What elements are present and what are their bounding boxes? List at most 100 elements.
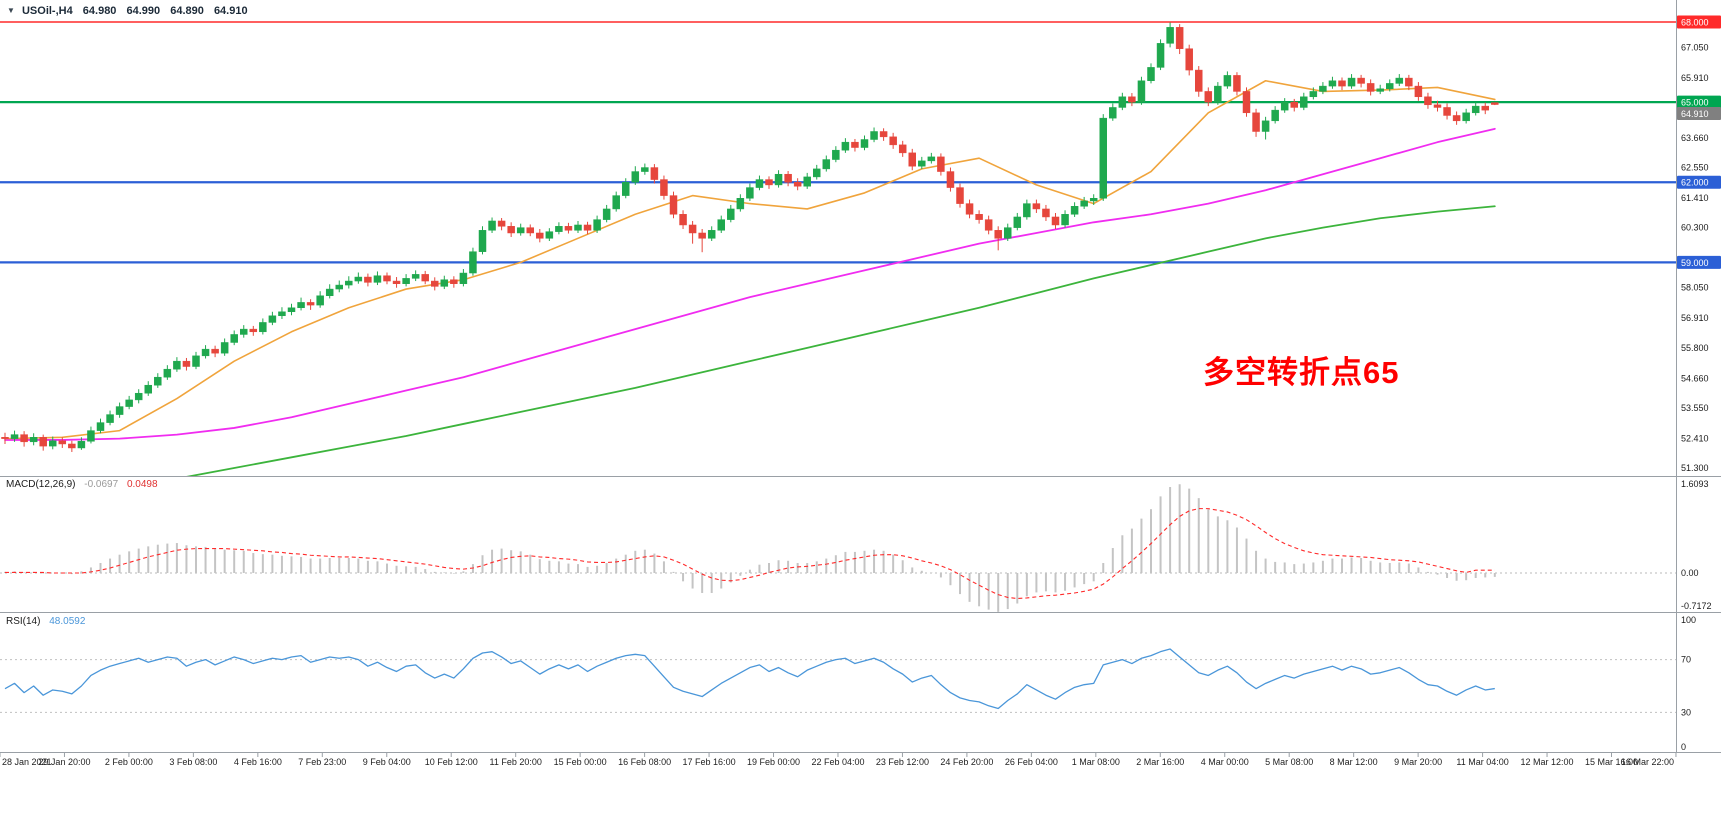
candle [1271, 109, 1279, 122]
candle [287, 307, 296, 313]
time-label: 15 Mar 16:00 [1585, 757, 1638, 767]
time-label: 28 Jan 2021 [2, 757, 52, 767]
candle [1061, 214, 1069, 226]
candle [602, 208, 611, 220]
candle [1309, 91, 1318, 98]
candle [459, 272, 468, 284]
rsi-scale-label: 70 [1681, 655, 1691, 665]
ohlc-open: 64.980 [82, 5, 117, 17]
candle [612, 195, 620, 210]
symbol-period-label: USOil-,H4 [21, 5, 73, 17]
candle [383, 275, 391, 282]
candle [354, 276, 363, 282]
rsi-scale-label: 30 [1681, 707, 1691, 717]
candle [201, 348, 210, 357]
price-badge [1677, 255, 1721, 269]
candle [364, 276, 372, 283]
candle [746, 187, 754, 199]
rsi-name: RSI(14) [6, 616, 41, 627]
time-label: 17 Feb 16:00 [683, 757, 736, 767]
candle [784, 173, 792, 183]
price-badge [1677, 15, 1721, 29]
time-label: 1 Mar 08:00 [1072, 757, 1120, 767]
candle [373, 275, 382, 283]
rsi-value: 48.0592 [49, 616, 86, 627]
candle [144, 384, 152, 394]
candle [402, 278, 410, 284]
candle [1338, 80, 1346, 87]
candle [545, 231, 554, 239]
candle [345, 280, 353, 286]
time-label: 9 Mar 20:00 [1394, 757, 1442, 767]
macd-signal-line [5, 508, 1495, 600]
price-tick-label: 65.910 [1681, 73, 1709, 83]
candle [641, 167, 649, 172]
time-label: 10 Feb 12:00 [425, 757, 478, 767]
candle [832, 149, 840, 160]
candle [1319, 85, 1327, 92]
candle [526, 227, 534, 234]
price-badge [1677, 95, 1721, 109]
candle [717, 219, 725, 231]
candle [1280, 101, 1289, 111]
candle [1386, 83, 1394, 90]
candle [536, 232, 544, 239]
time-label: 16 Feb 08:00 [618, 757, 671, 767]
candle [1376, 88, 1384, 92]
chart-title: ▼ USOil-,H4 64.980 64.990 64.890 64.910 [7, 5, 248, 17]
candle [851, 141, 859, 148]
candle [163, 368, 172, 378]
candle [564, 226, 573, 231]
candle [1080, 200, 1088, 207]
candle [87, 430, 95, 442]
candle [727, 208, 735, 220]
candle [1118, 96, 1127, 108]
candle [96, 422, 105, 431]
candle [956, 187, 964, 204]
candle [1195, 69, 1203, 92]
candle [879, 131, 888, 138]
candle [450, 279, 458, 284]
candle [1491, 102, 1499, 105]
candle [49, 440, 57, 447]
candle [1166, 27, 1174, 44]
candle [134, 392, 143, 401]
time-label: 15 Feb 00:00 [554, 757, 607, 767]
price-tick-label: 63.660 [1681, 133, 1709, 143]
candle [77, 441, 86, 449]
ma-mid-magenta-line [4, 127, 1496, 441]
candle [650, 167, 659, 180]
candle [1023, 203, 1031, 218]
candle [1099, 117, 1107, 199]
candle [1300, 96, 1308, 108]
candle [793, 181, 802, 187]
time-label: 19 Feb 00:00 [747, 757, 800, 767]
price-badge [1677, 107, 1721, 121]
candle [660, 179, 668, 196]
price-tick-label: 54.660 [1681, 373, 1709, 383]
candle [259, 322, 267, 333]
candle [507, 226, 515, 234]
candle [1347, 77, 1356, 87]
candle [813, 168, 821, 178]
candle [555, 226, 563, 232]
price-badge-label: 68.000 [1681, 18, 1709, 28]
candle [1452, 115, 1461, 122]
price-axis: 67.050 65.910 63.660 62.550 61.410 60.300 58.0… [1677, 15, 1721, 473]
time-label: 29 Jan 20:00 [38, 757, 90, 767]
macd-pane: 1.6093 0.00 -0.7172 [0, 479, 1712, 612]
candle [39, 437, 47, 447]
candle [10, 434, 19, 439]
candle [106, 414, 114, 423]
candle [1004, 227, 1012, 239]
candle [898, 144, 907, 154]
candle [516, 227, 525, 234]
candle [58, 440, 67, 445]
candle [125, 399, 133, 407]
candle [975, 214, 983, 220]
chart-annotation[interactable]: 多空转折点65 [1203, 355, 1400, 390]
ohlc-close: 64.910 [213, 5, 248, 17]
macd-name: MACD(12,26,9) [6, 479, 76, 490]
